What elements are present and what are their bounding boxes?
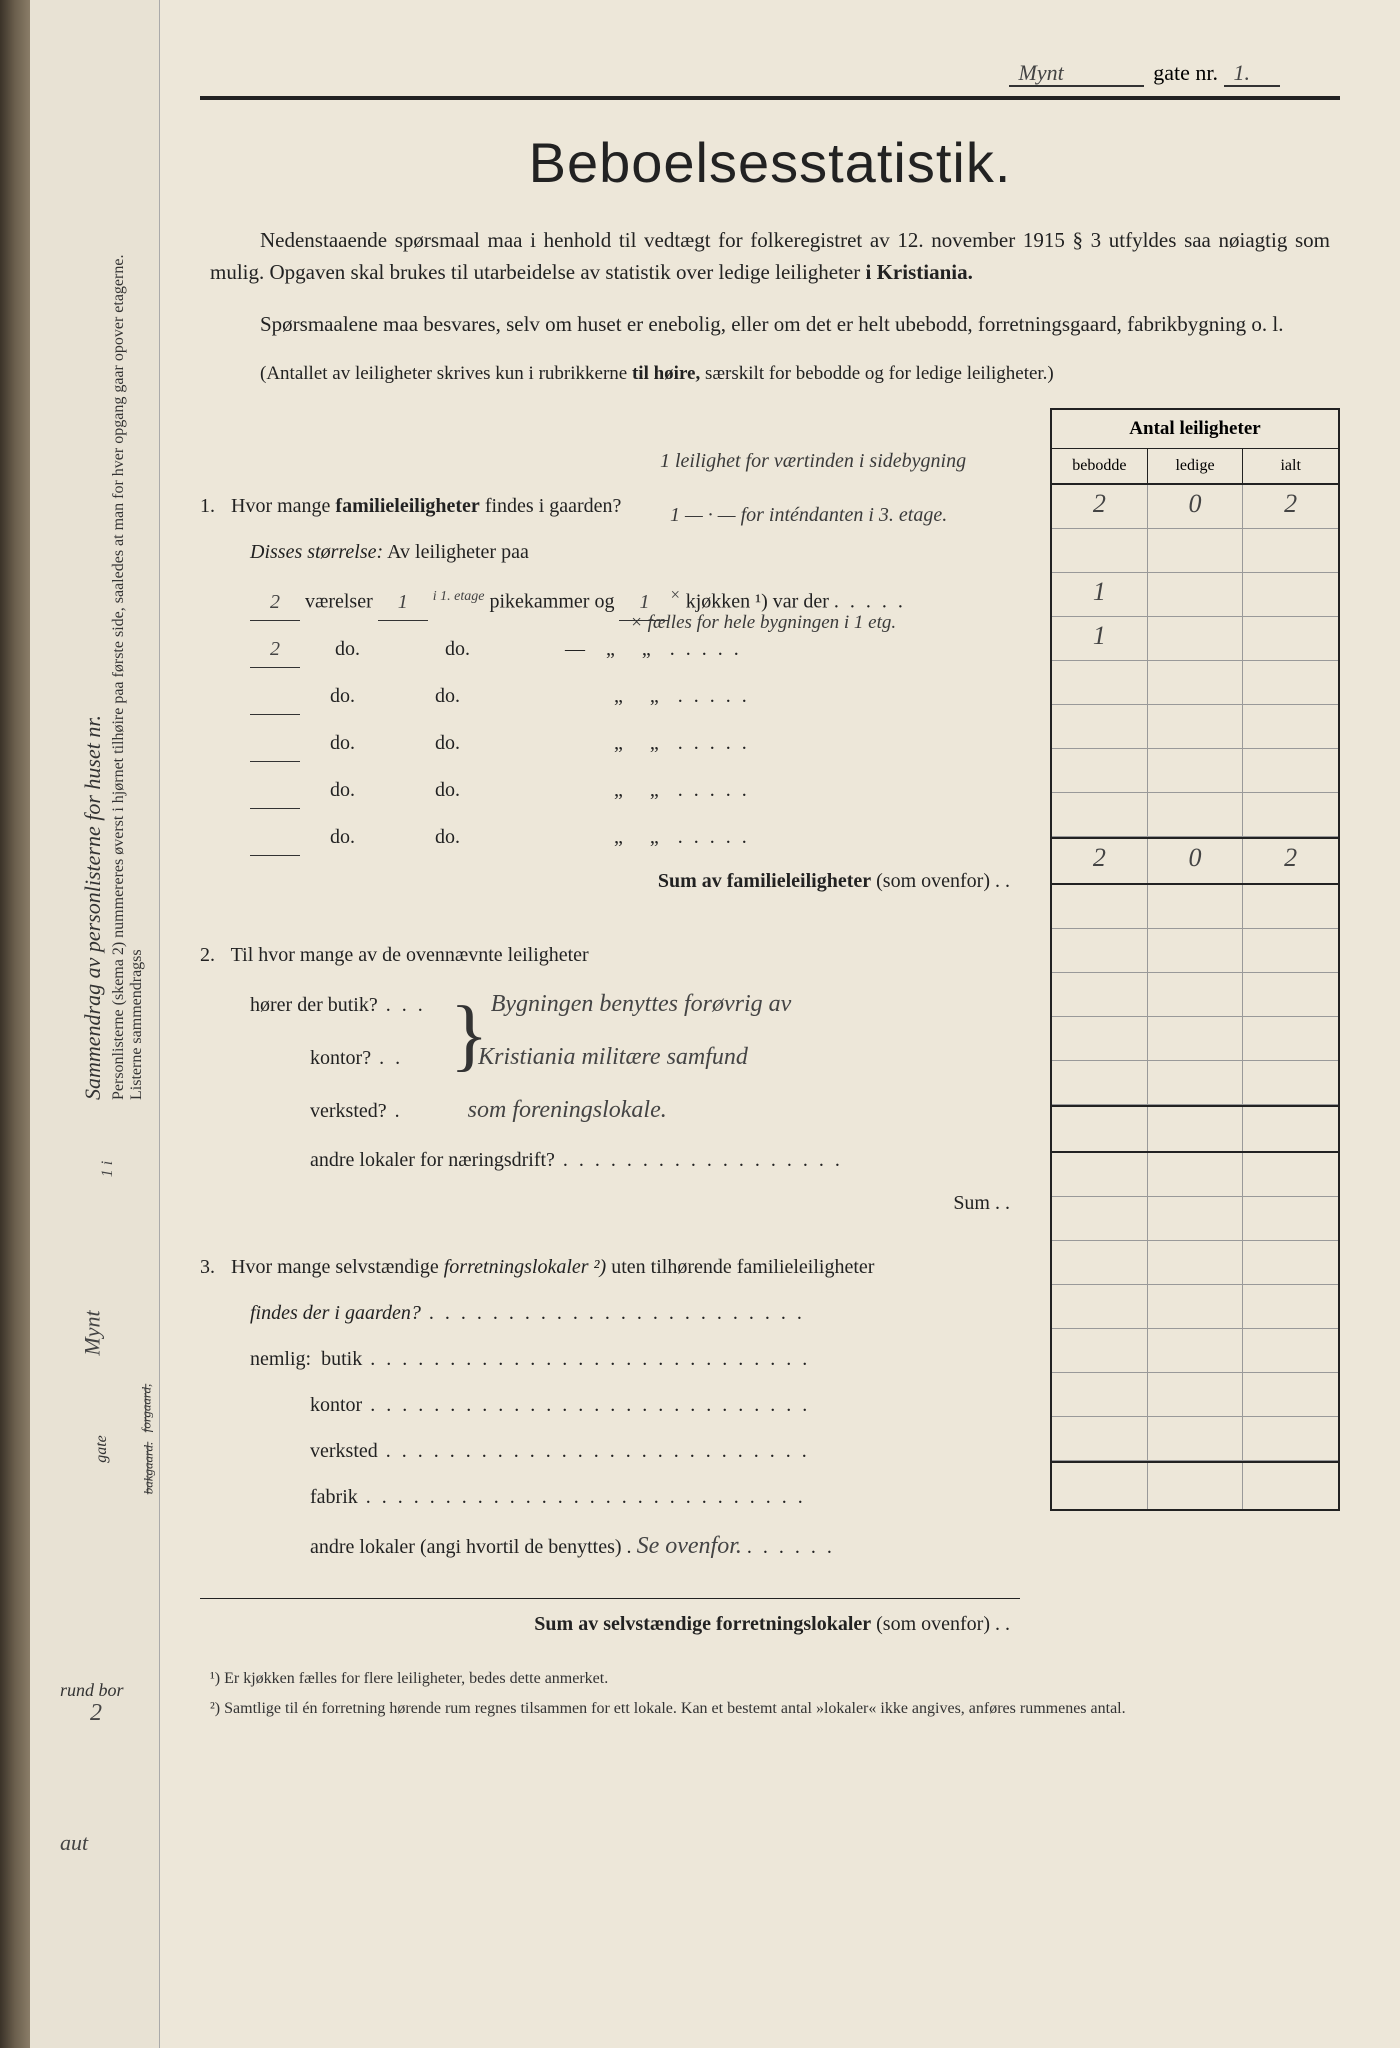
table-row: [1052, 1329, 1338, 1373]
q3-andre: andre lokaler (angi hvortil de benyttes)…: [200, 1525, 1020, 1568]
table-row: [1052, 661, 1338, 705]
intro-p2: Spørsmaalene maa besvares, selv om huset…: [200, 309, 1340, 341]
col-ialt: ialt: [1243, 449, 1338, 483]
q1-disses: Disses størrelse: Av leiligheter paa: [200, 534, 1020, 570]
margin-vertical-sub: Personlisterne (skema 2) nummereres øver…: [110, 200, 146, 1100]
q2-butik: hører der butik? . . . } Bygningen benyt…: [200, 983, 1020, 1026]
q1-line: 1. Hvor mange familieleiligheter findes …: [200, 488, 1020, 524]
table-row: 2 0 2: [1052, 485, 1338, 529]
intro-p3: (Antallet av leiligheter skrives kun i r…: [200, 360, 1340, 389]
q3-fabrik: fabrik . . . . . . . . . . . . . . . . .…: [200, 1479, 1020, 1515]
q3-line: 3. Hvor mange selvstændige forretningslo…: [200, 1249, 1020, 1285]
table-row: [1052, 1285, 1338, 1329]
table-row: [1052, 973, 1338, 1017]
table-row: [1052, 1417, 1338, 1461]
footnote-1: ¹) Er kjøkken fælles for flere leilighet…: [200, 1666, 1340, 1692]
margin-aut: aut: [60, 1830, 88, 1856]
q3-line2: findes der i gaarden? . . . . . . . . . …: [200, 1295, 1020, 1331]
q1-row-do: do.do. „ „ . . . . .: [200, 819, 1020, 856]
margin-rund-bor: rund bor: [60, 1680, 124, 1701]
table-row: [1052, 1017, 1338, 1061]
q2-andre: andre lokaler for næringsdrift? . . . . …: [200, 1142, 1020, 1178]
table-row: [1052, 1153, 1338, 1197]
q1-row-do: do.do. „ „ . . . . .: [200, 725, 1020, 762]
table-row: [1052, 529, 1338, 573]
left-margin-strip: Sammendrag av personlisterne for huset n…: [30, 0, 160, 2048]
q1-row1: 2 værelser 1 i 1. etage pikekammer og 1×…: [200, 580, 1020, 621]
footnotes: ¹) Er kjøkken fælles for flere leilighet…: [200, 1666, 1340, 1721]
book-spine: [0, 0, 30, 2048]
col-ledige: ledige: [1148, 449, 1244, 483]
footnote-2: ²) Samtlige til én forretning hørende ru…: [200, 1696, 1340, 1722]
table-row-sum: [1052, 1461, 1338, 1509]
table-row: [1052, 749, 1338, 793]
table-row: 1: [1052, 573, 1338, 617]
table-row-sum: [1052, 1105, 1338, 1153]
table-row: [1052, 1197, 1338, 1241]
questions: 1 leilighet for værtinden i sidebygning …: [200, 408, 1020, 1636]
table-row: [1052, 929, 1338, 973]
table-row-sum: 2 0 2: [1052, 837, 1338, 885]
q3-verksted: verksted . . . . . . . . . . . . . . . .…: [200, 1433, 1020, 1469]
margin-forgaard: forgaard,: [138, 1384, 154, 1433]
header-line: Mynt gate nr. 1.: [200, 60, 1340, 86]
margin-bakgaard: bakgaard.: [140, 1442, 156, 1495]
q1-hw-note1: 1 leilighet for værtinden i sidebygning: [660, 448, 966, 474]
header-gate-label: gate nr.: [1153, 60, 1218, 85]
margin-rund-hw: 2: [90, 1700, 102, 1727]
q3-nemlig: nemlig: butik . . . . . . . . . . . . . …: [200, 1341, 1020, 1377]
form-area: Antal leiligheter bebodde ledige ialt 2 …: [200, 408, 1340, 1636]
q2-line: 2. Til hvor mange av de ovennævnte leili…: [200, 937, 1020, 973]
q1-sum: Sum av familieleiligheter (som ovenfor) …: [200, 870, 1020, 893]
margin-gate-label: gate: [93, 1435, 111, 1463]
table-cols: bebodde ledige ialt: [1052, 449, 1338, 485]
q1-row-do: do.do. „ „ . . . . .: [200, 678, 1020, 715]
table-row: [1052, 885, 1338, 929]
table-row: 1: [1052, 617, 1338, 661]
table-row: [1052, 1373, 1338, 1417]
header-nr-hw: 1.: [1224, 60, 1281, 87]
margin-vertical-main: Sammendrag av personlisterne for huset n…: [80, 200, 106, 1100]
q2-kontor: kontor? . . Kristiania militære samfund: [200, 1036, 1020, 1079]
margin-nr-hw: 1 i: [99, 1161, 117, 1177]
q2-verksted: verksted? . som foreningslokale.: [200, 1089, 1020, 1132]
q3-kontor: kontor . . . . . . . . . . . . . . . . .…: [200, 1387, 1020, 1423]
table-row: [1052, 705, 1338, 749]
table-antal-leiligheter: Antal leiligheter bebodde ledige ialt 2 …: [1050, 408, 1340, 1511]
intro-p1: Nedenstaaende spørsmaal maa i henhold ti…: [200, 225, 1340, 288]
table-header: Antal leiligheter: [1052, 410, 1338, 449]
q1-row2: 2 do. do. — „ „ . . . . .: [200, 631, 1020, 668]
header-street-hw: Mynt: [1009, 60, 1144, 87]
table-row: [1052, 793, 1338, 837]
document-page: Mynt gate nr. 1. Beboelsesstatistik. Ned…: [160, 0, 1400, 2048]
q1-row-do: do.do. „ „ . . . . .: [200, 772, 1020, 809]
header-rule: [200, 96, 1340, 100]
col-bebodde: bebodde: [1052, 449, 1148, 483]
table-row: [1052, 1061, 1338, 1105]
table-row: [1052, 1241, 1338, 1285]
margin-gate-hw: Mynt: [80, 1310, 106, 1355]
q2-sum: Sum . .: [200, 1192, 1020, 1215]
q3-sum: Sum av selvstændige forretningslokaler (…: [200, 1613, 1020, 1636]
page-title: Beboelsesstatistik.: [200, 130, 1340, 195]
